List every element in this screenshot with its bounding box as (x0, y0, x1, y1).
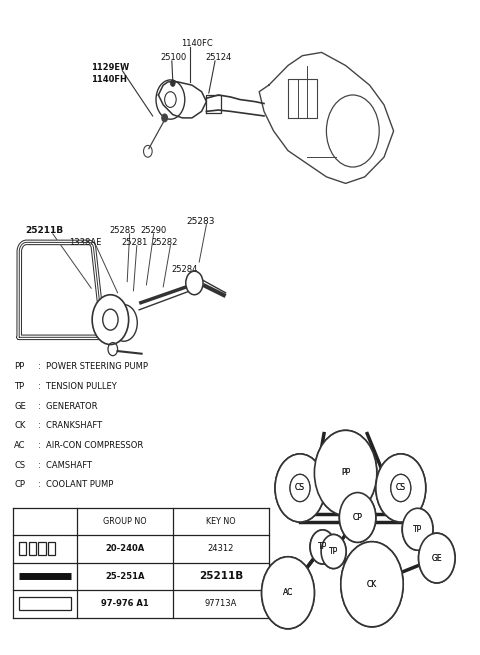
Text: CS: CS (396, 483, 406, 493)
Text: GE: GE (14, 402, 26, 411)
Bar (48, 542, 55, 555)
Circle shape (321, 534, 346, 569)
Circle shape (341, 542, 403, 627)
Text: :  GENERATOR: : GENERATOR (38, 402, 98, 411)
Text: 25284: 25284 (171, 265, 198, 274)
Text: TP: TP (318, 542, 327, 552)
Circle shape (186, 271, 203, 295)
Text: CK: CK (367, 580, 377, 589)
Circle shape (339, 493, 376, 542)
Text: PP: PP (341, 468, 350, 477)
Circle shape (92, 295, 129, 345)
Text: 25211B: 25211B (199, 571, 243, 582)
Circle shape (290, 474, 310, 502)
Text: 1140FC: 1140FC (181, 39, 213, 48)
Text: 25124: 25124 (205, 53, 231, 62)
Text: CP: CP (353, 513, 362, 522)
Circle shape (376, 454, 426, 522)
Circle shape (376, 454, 426, 522)
Text: CK: CK (367, 580, 377, 589)
Text: GROUP NO: GROUP NO (103, 517, 146, 526)
Text: 1338AE: 1338AE (69, 238, 101, 247)
Bar (19, 597, 71, 610)
Text: CS: CS (295, 483, 305, 493)
Circle shape (314, 430, 377, 515)
Text: GE: GE (432, 553, 442, 563)
Text: AC: AC (283, 588, 293, 597)
Text: 25285: 25285 (109, 226, 136, 235)
Text: :  COOLANT PUMP: : COOLANT PUMP (38, 480, 114, 489)
Text: 97-976 A1: 97-976 A1 (101, 599, 149, 608)
Text: 25283: 25283 (186, 217, 215, 226)
Bar (19, 542, 26, 555)
Text: 25100: 25100 (161, 53, 187, 62)
Circle shape (310, 530, 335, 564)
Circle shape (402, 508, 433, 550)
Text: CK: CK (14, 421, 26, 430)
Bar (38, 542, 46, 555)
Text: :  CAMSHAFT: : CAMSHAFT (38, 460, 92, 470)
Text: CP: CP (14, 480, 25, 489)
Text: CS: CS (295, 483, 305, 493)
Text: 1140FH: 1140FH (91, 75, 127, 84)
Circle shape (262, 557, 314, 629)
Text: 24312: 24312 (208, 544, 234, 553)
Circle shape (341, 542, 403, 627)
Text: 1129EW: 1129EW (91, 63, 130, 72)
Text: CS: CS (14, 460, 25, 470)
Text: AC: AC (283, 588, 293, 597)
Circle shape (290, 474, 310, 502)
Circle shape (275, 454, 325, 522)
Text: TP: TP (329, 547, 338, 556)
Circle shape (321, 534, 346, 569)
Text: 20-240A: 20-240A (105, 544, 144, 553)
Circle shape (419, 533, 455, 583)
Text: 25282: 25282 (151, 238, 178, 247)
Text: AC: AC (14, 441, 26, 450)
Text: 25281: 25281 (121, 238, 147, 247)
Text: GE: GE (432, 553, 442, 563)
Text: :  POWER STEERING PUMP: : POWER STEERING PUMP (38, 362, 148, 371)
Circle shape (310, 530, 335, 564)
Text: TP: TP (14, 382, 24, 391)
Circle shape (170, 80, 175, 86)
Text: KEY NO: KEY NO (206, 517, 236, 526)
Text: 25290: 25290 (141, 226, 167, 235)
Circle shape (391, 474, 411, 502)
Text: TP: TP (413, 525, 422, 534)
Text: CP: CP (353, 513, 362, 522)
Text: PP: PP (14, 362, 24, 371)
Circle shape (391, 474, 411, 502)
Text: 25211B: 25211B (25, 226, 63, 235)
Text: TP: TP (413, 525, 422, 534)
Circle shape (314, 430, 377, 515)
Circle shape (275, 454, 325, 522)
Circle shape (162, 114, 168, 122)
Circle shape (339, 493, 376, 542)
Text: :  TENSION PULLEY: : TENSION PULLEY (38, 382, 117, 391)
Circle shape (262, 557, 314, 629)
Circle shape (402, 508, 433, 550)
Text: CS: CS (396, 483, 406, 493)
Text: 25-251A: 25-251A (105, 572, 144, 581)
Circle shape (419, 533, 455, 583)
Bar (29, 542, 36, 555)
Text: TP: TP (329, 547, 338, 556)
Circle shape (110, 305, 137, 341)
Text: PP: PP (341, 468, 350, 477)
Text: TP: TP (318, 542, 327, 552)
Text: :  CRANKSHAFT: : CRANKSHAFT (38, 421, 103, 430)
Text: 97713A: 97713A (204, 599, 237, 608)
Text: :  AIR-CON COMPRESSOR: : AIR-CON COMPRESSOR (38, 441, 144, 450)
